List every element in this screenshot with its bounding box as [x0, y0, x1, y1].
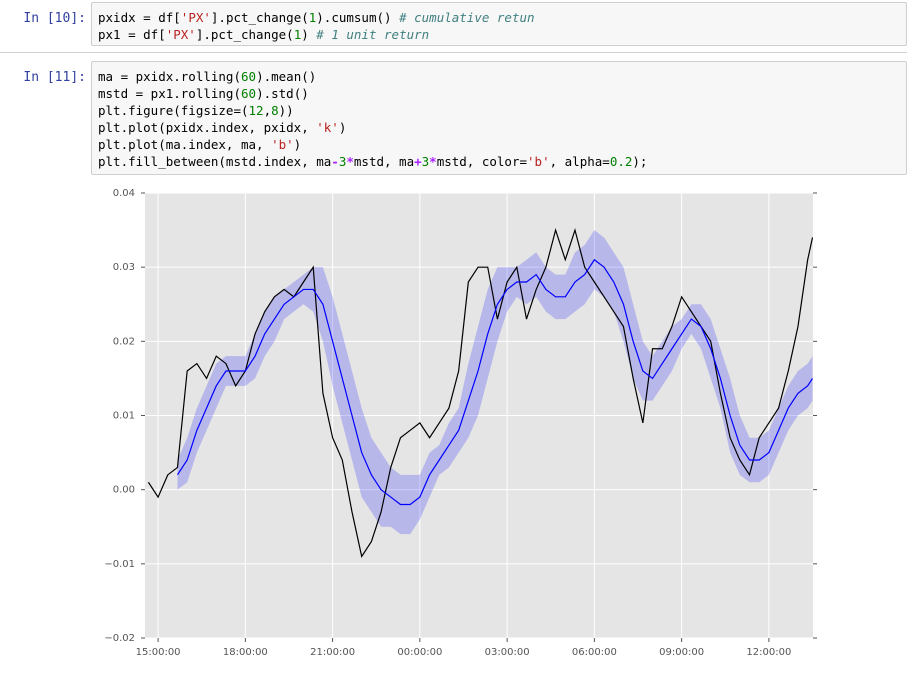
- chart: −0.02 −0.01 0.00 0.01 0.02 0.03 0.04 15:00:00 18…: [104, 188, 817, 658]
- code-line: plt.figure(figsize=(12,8)): [98, 103, 294, 118]
- y-tick-label: 0.03: [113, 262, 135, 273]
- code-editor[interactable]: pxidx = df['PX'].pct_change(1).cumsum() …: [91, 2, 907, 46]
- x-tick-label: 03:00:00: [485, 647, 530, 658]
- prompt: In [11]:: [23, 70, 86, 85]
- code-cell: In [11]: ma = pxidx.rolling(60).mean() m…: [0, 61, 907, 175]
- x-tick-label: 09:00:00: [659, 647, 704, 658]
- x-tick-label: 00:00:00: [397, 647, 442, 658]
- code-line: mstd = px1.rolling(60).std(): [98, 86, 309, 101]
- y-tick-label: 0.00: [113, 485, 135, 496]
- code-line: plt.plot(ma.index, ma, 'b'): [98, 137, 302, 152]
- x-tick-label: 15:00:00: [136, 647, 181, 658]
- line: [176, 258, 814, 506]
- y-tick-label: 0.04: [113, 188, 135, 199]
- code-line: plt.fill_between(mstd.index, ma-3*mstd, …: [98, 154, 648, 169]
- line: [147, 227, 814, 558]
- code-line: px1 = df['PX'].pct_change(1) # 1 unit re…: [98, 27, 430, 42]
- code-line: plt.plot(pxidx.index, pxidx, 'k'): [98, 120, 347, 135]
- code-cell: In [10]: pxidx = df['PX'].pct_change(1).…: [0, 2, 907, 46]
- band: [177, 230, 813, 535]
- code-line: ma = pxidx.rolling(60).mean(): [98, 69, 317, 84]
- y-tick-label: 0.02: [113, 336, 135, 347]
- y-tick-label: −0.01: [104, 559, 135, 570]
- y-tick-label: 0.01: [113, 411, 135, 422]
- code-editor[interactable]: ma = pxidx.rolling(60).mean() mstd = px1…: [91, 61, 907, 175]
- x-tick-label: 12:00:00: [746, 647, 791, 658]
- x-tick-label: 06:00:00: [572, 647, 617, 658]
- code-line: pxidx = df['PX'].pct_change(1).cumsum() …: [98, 10, 535, 25]
- prompt: In [10]:: [23, 11, 86, 26]
- y-tick-label: −0.02: [104, 633, 135, 644]
- cell-separator: [0, 52, 907, 53]
- x-tick-label: 21:00:00: [310, 647, 355, 658]
- x-tick-label: 18:00:00: [223, 647, 268, 658]
